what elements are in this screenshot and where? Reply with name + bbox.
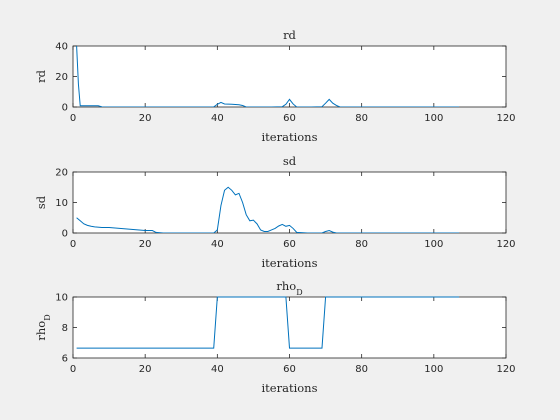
- series-line: [76, 45, 460, 107]
- y-tick-label: 8: [62, 323, 68, 334]
- x-tick-label: 20: [139, 113, 152, 124]
- series-line: [76, 296, 460, 349]
- plot-area: [72, 296, 507, 359]
- y-tick-label: 0: [62, 229, 68, 240]
- x-tick-label: 0: [70, 239, 76, 250]
- y-axis-label: rhoD: [34, 314, 52, 340]
- x-tick-label: 60: [283, 113, 296, 124]
- series-line: [76, 186, 460, 233]
- x-tick-label: 80: [355, 364, 368, 375]
- y-axis-label: sd: [34, 195, 48, 209]
- x-tick-label: 0: [70, 364, 76, 375]
- x-axis-label: iterations: [262, 256, 318, 270]
- x-tick-label: 80: [355, 239, 368, 250]
- x-tick-label: 20: [139, 364, 152, 375]
- x-tick-label: 120: [496, 113, 515, 124]
- x-tick-label: 40: [211, 113, 224, 124]
- y-tick-label: 40: [55, 42, 68, 53]
- x-tick-label: 40: [211, 239, 224, 250]
- y-axis-label: rd: [34, 69, 48, 82]
- plot-area: [72, 45, 507, 108]
- x-axis-label: iterations: [262, 130, 318, 144]
- y-tick-label: 0: [62, 103, 68, 114]
- x-tick-label: 120: [496, 364, 515, 375]
- chart-title: sd: [283, 154, 297, 168]
- x-tick-label: 80: [355, 113, 368, 124]
- y-tick-label: 6: [62, 354, 68, 365]
- x-tick-label: 100: [424, 113, 443, 124]
- y-tick-label: 20: [55, 72, 68, 83]
- x-tick-label: 100: [424, 239, 443, 250]
- x-tick-label: 60: [283, 364, 296, 375]
- x-tick-label: 0: [70, 113, 76, 124]
- x-tick-label: 20: [139, 239, 152, 250]
- chart-title: rhoD: [276, 279, 302, 297]
- x-tick-label: 120: [496, 239, 515, 250]
- x-axis-label: iterations: [262, 381, 318, 395]
- y-tick-label: 10: [55, 198, 68, 209]
- x-tick-label: 100: [424, 364, 443, 375]
- y-tick-label: 20: [55, 168, 68, 179]
- plot-area: [72, 171, 507, 234]
- x-tick-label: 60: [283, 239, 296, 250]
- y-tick-label: 10: [55, 293, 68, 304]
- chart-title: rd: [283, 28, 296, 42]
- x-tick-label: 40: [211, 364, 224, 375]
